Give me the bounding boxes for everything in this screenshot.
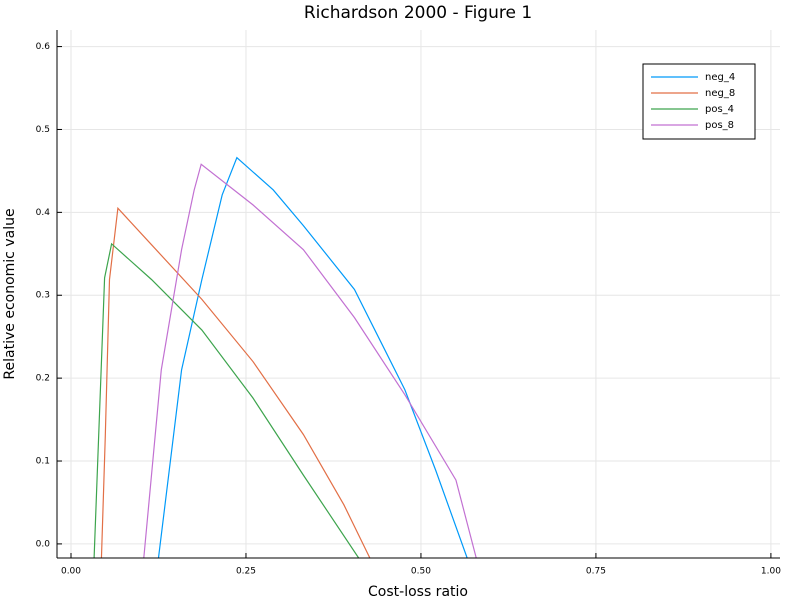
legend-box: [642, 63, 756, 140]
x-axis-label: Cost-loss ratio: [368, 584, 468, 600]
chart-title: Richardson 2000 - Figure 1: [304, 3, 532, 23]
x-tick-label: 0.25: [236, 567, 256, 577]
series-line: [93, 242, 360, 558]
x-tick-label: 0.50: [411, 567, 431, 577]
legend-label: neg_8: [705, 88, 735, 99]
y-tick-label: 0.0: [36, 539, 51, 549]
y-tick-label: 0.5: [36, 125, 50, 135]
legend: neg_4 neg_8 pos_4 pos_8: [642, 63, 756, 140]
y-tick-label: 0.3: [36, 291, 50, 301]
y-tick-label: 0.4: [36, 208, 51, 218]
y-tick-label: 0.2: [36, 374, 50, 384]
series-line: [143, 163, 477, 558]
legend-label: pos_8: [705, 120, 734, 131]
series-line: [157, 156, 468, 558]
y-tick-label: 0.1: [36, 457, 50, 467]
y-axis-label: Relative economic value: [2, 208, 18, 379]
x-tick-label: 0.00: [61, 567, 81, 577]
x-tick-label: 1.00: [761, 567, 781, 577]
grid: [57, 30, 780, 558]
series-line: [100, 206, 371, 558]
x-tick-label: 0.75: [586, 567, 606, 577]
legend-label: pos_4: [705, 104, 734, 115]
y-tick-label: 0.6: [36, 42, 51, 52]
plot-lines: [93, 156, 477, 558]
legend-label: neg_4: [705, 72, 735, 83]
